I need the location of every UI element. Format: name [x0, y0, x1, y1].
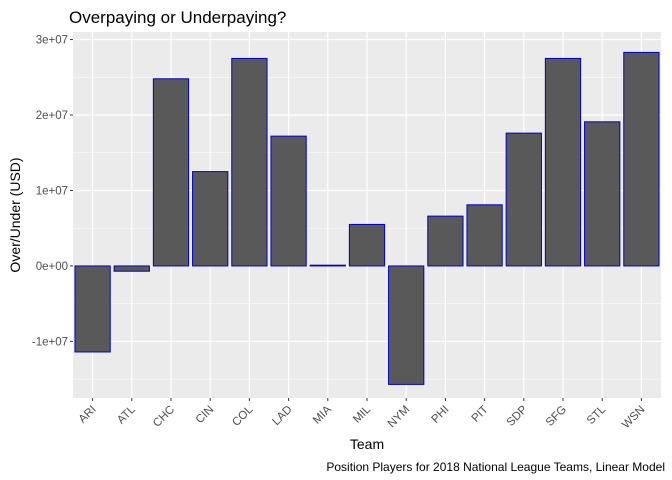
x-tick-label: PIT	[470, 404, 491, 425]
bar-mia	[309, 264, 346, 267]
bars-group	[74, 51, 660, 385]
chart-caption: Position Players for 2018 National Leagu…	[326, 460, 665, 474]
bar-col	[231, 57, 268, 267]
x-axis: ARI ATL CHC CIN COL LAD MIA MIL NYM PHI PIT SDP SFG S…	[77, 398, 648, 431]
y-tick-label: 0e+00	[36, 261, 68, 273]
bar-sfg	[544, 57, 582, 267]
bar-sdp	[505, 132, 542, 267]
x-tick-label: WSN	[620, 404, 647, 431]
chart-title: Overpaying or Underpaying?	[69, 8, 286, 27]
y-axis: -1e+07 0e+00 1e+07 2e+07 3e+07	[32, 35, 73, 348]
x-tick-label: ARI	[77, 404, 99, 426]
bar-mil	[348, 223, 386, 267]
bar-phi	[427, 215, 464, 267]
x-tick-label: COL	[230, 403, 256, 429]
x-tick-label: STL	[585, 403, 609, 427]
x-axis-title: Team	[350, 436, 384, 452]
y-tick-label: -1e+07	[32, 336, 68, 348]
x-tick-label: MIA	[311, 403, 334, 426]
y-tick-label: 2e+07	[36, 110, 68, 122]
bar-nym	[388, 265, 425, 385]
x-tick-label: SFG	[544, 404, 569, 429]
bar-lad	[270, 135, 307, 267]
x-tick-label: LAD	[270, 404, 294, 428]
bar-atl	[113, 265, 150, 272]
bar-ari	[74, 265, 111, 353]
x-tick-label: PHI	[429, 404, 451, 426]
y-axis-title: Over/Under (USD)	[7, 157, 23, 272]
x-tick-label: CHC	[151, 404, 177, 430]
x-tick-label: SDP	[505, 403, 530, 428]
bar-stl	[584, 121, 621, 267]
x-tick-label: CIN	[194, 404, 216, 426]
y-tick-label: 3e+07	[36, 35, 68, 47]
x-tick-label: NYM	[386, 404, 413, 431]
y-tick-label: 1e+07	[36, 185, 68, 197]
bar-pit	[466, 204, 503, 267]
x-tick-label: MIL	[351, 403, 373, 425]
x-tick-label: ATL	[115, 403, 138, 426]
bar-chc	[152, 78, 190, 267]
bar-wsn	[623, 51, 660, 267]
bar-cin	[192, 171, 229, 267]
